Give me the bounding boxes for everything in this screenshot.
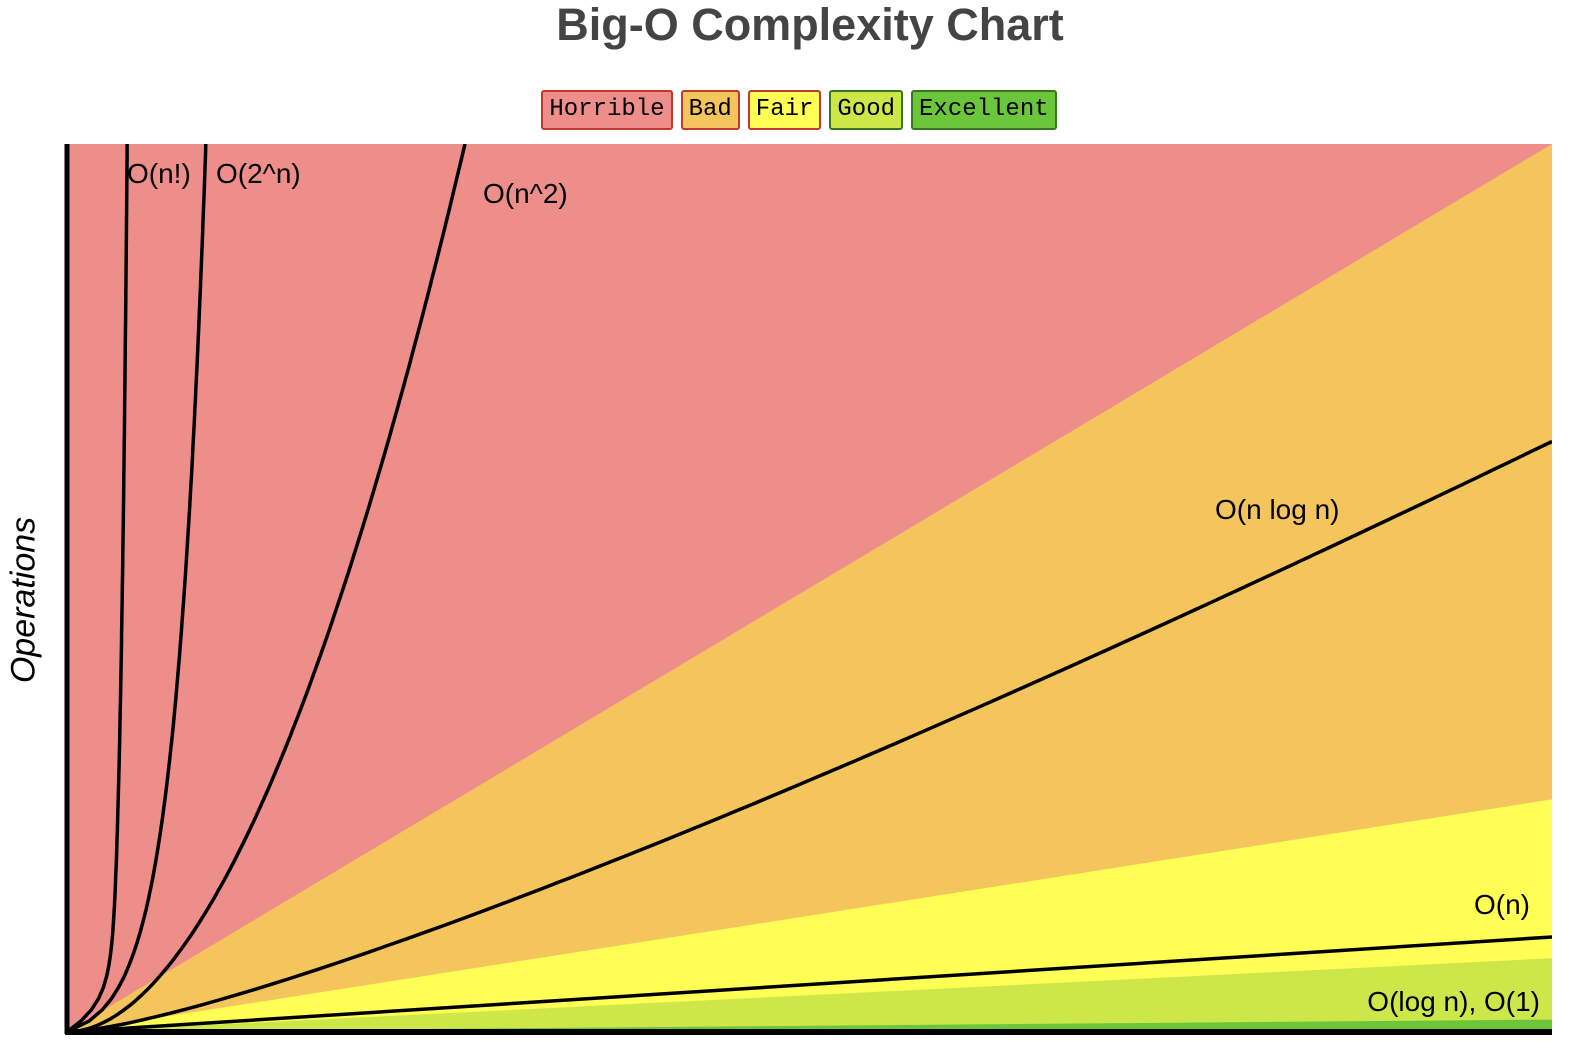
- region-bad: [67, 144, 1552, 1032]
- curve-linear: [67, 935, 1552, 1032]
- curve-label-layer: O(n!) O(2^n) O(n^2) O(n log n) O(n) O(log n),…: [127, 158, 1540, 1017]
- legend-bad: Bad: [680, 90, 740, 130]
- legend-fair: Fair: [747, 90, 822, 130]
- legend-excellent: Excellent: [911, 90, 1057, 130]
- curve-factorial: [67, 144, 129, 1032]
- legend: Horrible Bad Fair Good Excellent: [0, 90, 1584, 130]
- region-layer: [67, 144, 1552, 1032]
- curve-quadratic: [67, 144, 467, 1032]
- region-excellent: [67, 1019, 1552, 1032]
- curve-label-nlogn: O(n log n): [1215, 494, 1340, 525]
- chart-title: Big-O Complexity Chart: [556, 0, 1064, 50]
- curve-label-quadratic: O(n^2): [483, 178, 568, 209]
- axes: [64, 144, 1552, 1035]
- legend-good: Good: [829, 90, 904, 130]
- region-good: [67, 958, 1552, 1032]
- curve-nlogn: [67, 439, 1552, 1032]
- region-fair: [67, 799, 1552, 1032]
- legend-horrible: Horrible: [541, 90, 673, 130]
- curve-label-constant: O(log n), O(1): [1367, 986, 1540, 1017]
- curve-layer: [67, 144, 1552, 1032]
- curve-label-exponential: O(2^n): [216, 158, 301, 189]
- curve-label-factorial: O(n!): [127, 158, 191, 189]
- curve-exponential: [67, 144, 208, 1032]
- curve-label-linear: O(n): [1474, 889, 1530, 920]
